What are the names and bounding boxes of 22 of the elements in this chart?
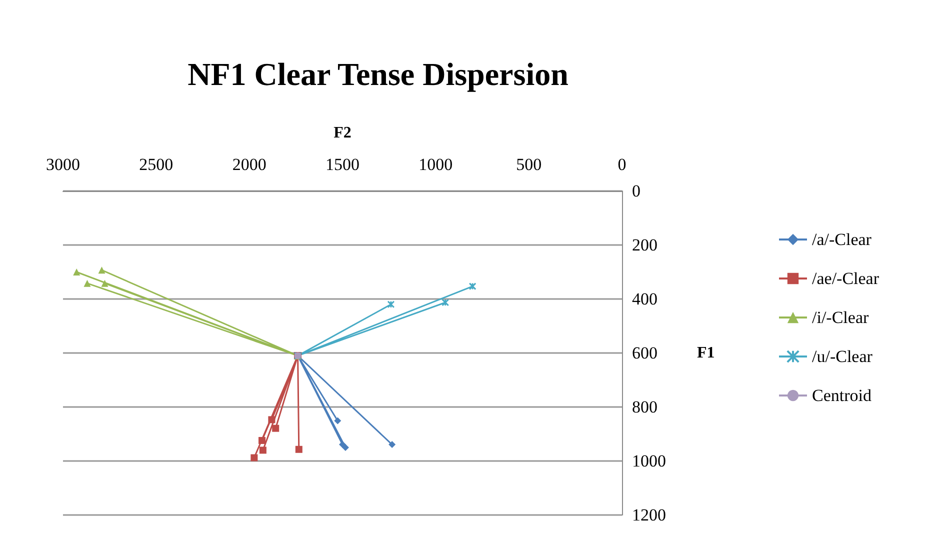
x-tick-label: 500 xyxy=(516,155,542,174)
x-tick-label: 1500 xyxy=(326,155,360,174)
x-tick-label: 2000 xyxy=(232,155,266,174)
legend-label: /a/-Clear xyxy=(812,230,872,249)
y-tick-label: 600 xyxy=(632,344,658,362)
legend-label: Centroid xyxy=(812,386,872,405)
x-tick-label: 0 xyxy=(618,155,626,174)
legend-label: /u/-Clear xyxy=(812,347,873,366)
y-tick-label: 1200 xyxy=(632,506,666,524)
x-tick-label: 1000 xyxy=(418,155,453,174)
legend-label: /ae/-Clear xyxy=(812,269,880,288)
chart-title: NF1 Clear Tense Dispersion xyxy=(188,56,569,92)
y-tick-label: 400 xyxy=(632,290,658,308)
legend-label: /i/-Clear xyxy=(812,308,869,327)
x-tick-label: 2500 xyxy=(139,155,174,174)
y-tick-label: 800 xyxy=(632,398,658,416)
y-tick-label: 1000 xyxy=(632,452,666,470)
y-tick-label: 0 xyxy=(632,182,640,200)
x-tick-label: 3000 xyxy=(46,155,80,174)
x-axis-title: F2 xyxy=(334,124,352,142)
y-axis-title: F1 xyxy=(697,344,715,362)
y-tick-label: 200 xyxy=(632,236,658,254)
